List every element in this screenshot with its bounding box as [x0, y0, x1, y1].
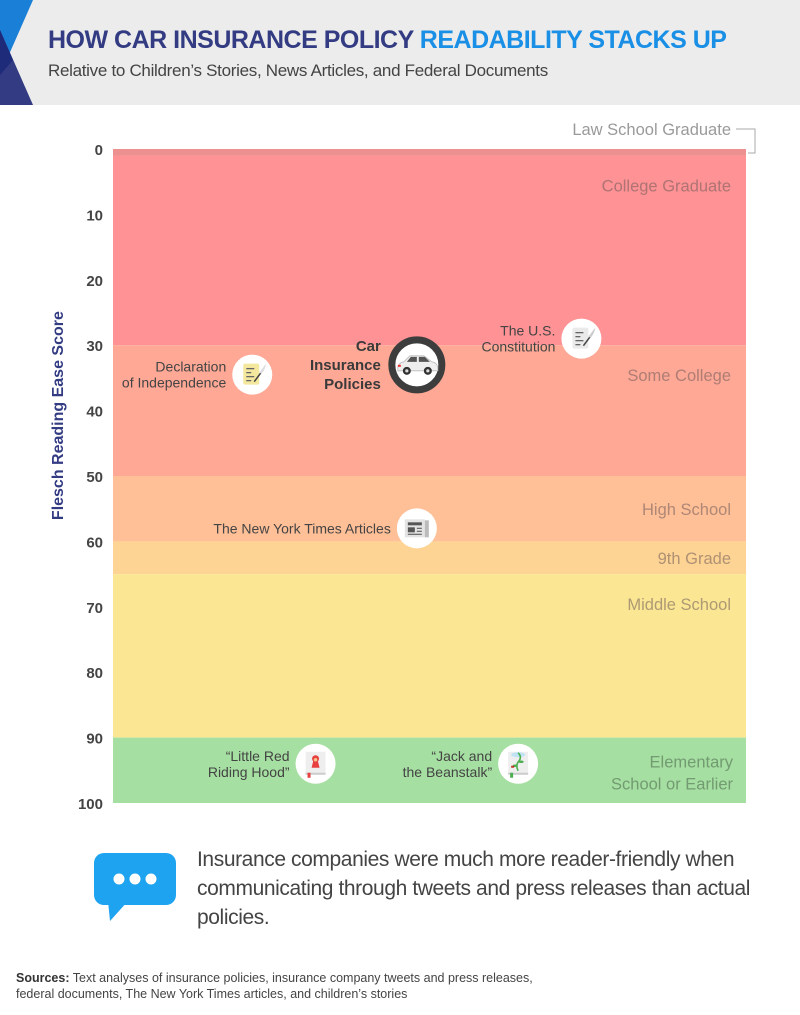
header-decoration: [0, 0, 33, 105]
callout-text: Insurance companies were much more reade…: [197, 848, 751, 929]
y-tick-70: 70: [86, 600, 103, 617]
book-red-icon: [305, 751, 326, 778]
band-elementary-school-or-earlier: [113, 737, 746, 803]
readability-chart: Law School Graduate College Graduate Some …: [50, 121, 756, 813]
sources: Sources: Text analyses of insurance poli…: [16, 970, 536, 1002]
marker-declaration-of-independence-label-line1: Declaration: [155, 359, 226, 375]
marker-the-u-s-constitution-label-line1: The U.S.: [500, 323, 555, 339]
marker-car-insurance-policies-label-line3: Policies: [324, 376, 381, 393]
y-tick-50: 50: [86, 469, 103, 486]
marker-the-new-york-times-articles-label-line1: The New York Times Articles: [213, 520, 390, 536]
band-label-9th-grade: 9th Grade: [658, 550, 731, 568]
band-law-school-graduate: [113, 149, 746, 156]
law-school-bracket: [736, 128, 756, 154]
band-middle-school: [113, 574, 746, 738]
marker-car-insurance-policies-label-line1: Car: [356, 338, 381, 355]
band-label-elementary-school-or-earlier-line2: School or Earlier: [611, 775, 733, 793]
car-icon: [397, 355, 439, 375]
band-label-middle-school: Middle School: [627, 596, 731, 614]
marker-jack-and-the-beanstalk-label-line1: “Jack and: [431, 748, 492, 764]
band-9th-grade: [113, 541, 746, 575]
band-label-some-college: Some College: [627, 367, 731, 385]
marker-the-u-s-constitution: The U.S.Constitution: [481, 318, 602, 359]
title-accent: READABILITY STACKS UP: [419, 26, 727, 54]
marker-the-u-s-constitution-label-line2: Constitution: [481, 339, 555, 355]
header: HOW CAR INSURANCE POLICY READABILITY STA…: [0, 0, 800, 105]
y-tick-30: 30: [86, 338, 103, 355]
marker-little-red-riding-hood-label-line1: “Little Red: [226, 748, 290, 764]
marker-declaration-of-independence-label-line2: of Independence: [122, 375, 227, 391]
marker-the-new-york-times-articles: The New York Times Articles: [213, 508, 437, 549]
y-tick-90: 90: [86, 731, 103, 748]
band-label-high-school: High School: [642, 501, 731, 519]
marker-jack-and-the-beanstalk-label-line2: the Beanstalk”: [403, 764, 493, 780]
y-tick-40: 40: [86, 404, 103, 421]
sources-label: Sources:: [16, 971, 70, 985]
y-tick-0: 0: [95, 142, 103, 159]
newspaper-icon: [404, 519, 429, 538]
sources-text: Text analyses of insurance policies, ins…: [16, 971, 533, 1001]
band-college-graduate: [113, 155, 746, 346]
marker-little-red-riding-hood-label-line2: Riding Hood”: [208, 764, 290, 780]
marker-car-insurance-policies: Car Insurance Policies: [310, 336, 446, 394]
y-tick-80: 80: [86, 665, 103, 682]
marker-car-insurance-policies-label-line2: Insurance: [310, 357, 381, 374]
document-icon: [572, 327, 596, 349]
scroll-icon: [243, 363, 267, 385]
band-label-college-graduate: College Graduate: [602, 178, 731, 196]
y-axis-label: Flesch Reading Ease Score: [50, 311, 67, 520]
page-subtitle: Relative to Children’s Stories, News Art…: [48, 61, 548, 80]
book-beanstalk-icon: [508, 751, 529, 778]
page-title: HOW CAR INSURANCE POLICY READABILITY STA…: [48, 26, 727, 55]
title-main: HOW CAR INSURANCE POLICY: [48, 26, 420, 54]
band-label-law-school-graduate: Law School Graduate: [572, 121, 731, 139]
chat-bubble-icon: [94, 853, 176, 921]
y-tick-20: 20: [86, 273, 103, 290]
y-tick-10: 10: [86, 207, 103, 224]
band-label-elementary-school-or-earlier-line1: Elementary: [650, 753, 734, 771]
y-tick-60: 60: [86, 534, 103, 551]
y-tick-100: 100: [78, 796, 103, 813]
